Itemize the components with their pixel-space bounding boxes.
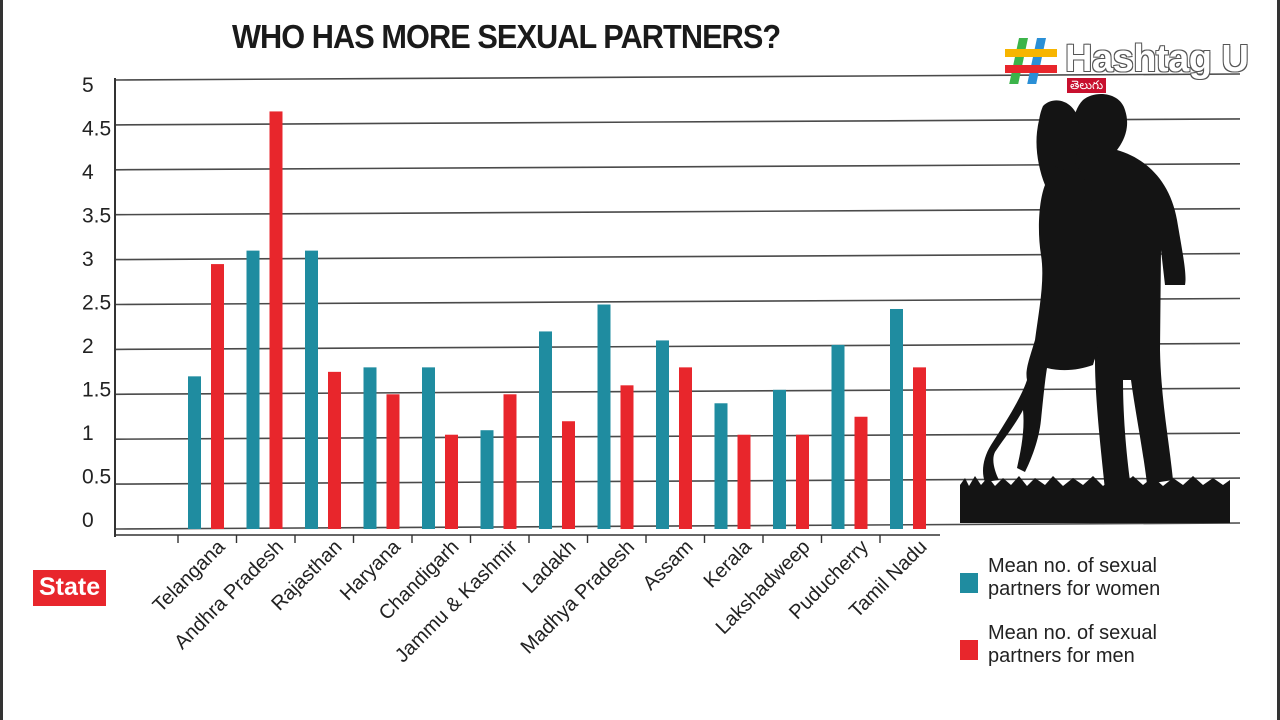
hashtag-icon: [1005, 38, 1057, 84]
x-axis-label-badge: State: [33, 570, 107, 606]
bar-women: [188, 376, 201, 529]
chart-title: WHO HAS MORE SEXUAL PARTNERS?: [232, 18, 781, 55]
brand-logo: Hashtag U తెలుగు: [1005, 38, 1265, 98]
gridline: [114, 73, 1241, 81]
bar-men: [679, 367, 692, 529]
y-tick-label: 3: [82, 248, 94, 271]
y-tick-label: 2.5: [82, 292, 111, 315]
bar-men: [269, 111, 283, 530]
bar-women: [480, 430, 494, 529]
y-tick-label: 3.5: [82, 205, 111, 228]
bar-men: [386, 394, 400, 529]
x-tick-label: Andhra Pradesh: [170, 536, 288, 654]
bar-men: [445, 434, 458, 529]
frame-border-left: [0, 0, 3, 720]
bar-women: [539, 331, 552, 529]
chart-legend: Mean no. of sexual partners for women Me…: [960, 555, 1260, 689]
bar-men: [328, 371, 341, 529]
bar-women: [597, 304, 611, 529]
gridline: [114, 432, 1241, 441]
bar-women: [890, 308, 903, 529]
bar-men: [737, 434, 751, 529]
bar-women: [422, 367, 435, 529]
legend-swatch-women: [960, 573, 978, 593]
bar-women: [656, 340, 669, 529]
y-tick-label: 2: [82, 335, 94, 358]
bar-men: [562, 421, 575, 529]
bar-women: [773, 389, 786, 529]
legend-swatch-men: [960, 640, 978, 660]
x-tick-label: Assam: [639, 536, 698, 595]
bar-men: [211, 264, 224, 529]
couple-silhouette-image: [960, 94, 1230, 523]
y-tick-label: 4: [82, 161, 94, 184]
bar-women: [246, 250, 260, 529]
legend-item-women: Mean no. of sexual partners for women: [960, 555, 1260, 610]
legend-item-men: Mean no. of sexual partners for men: [960, 622, 1260, 677]
bar-women: [305, 250, 318, 529]
bar-men: [854, 416, 868, 529]
x-tick-label: Kerala: [700, 535, 757, 592]
bar-men: [620, 385, 634, 529]
y-tick-label: 5: [82, 74, 94, 97]
y-tick-label: 4.5: [82, 118, 111, 141]
legend-label-women: Mean no. of sexual partners for women: [988, 555, 1161, 600]
brand-name: Hashtag U: [1065, 38, 1249, 80]
gridline: [114, 522, 1241, 530]
y-tick-label: 0.5: [82, 466, 111, 489]
y-tick-label: 1: [82, 422, 94, 445]
bar-women: [714, 403, 728, 529]
legend-label-men: Mean no. of sexual partners for men: [988, 622, 1157, 667]
y-tick-label: 1.5: [82, 379, 111, 402]
frame-border-right: [1277, 0, 1280, 720]
brand-subtitle: తెలుగు: [1067, 78, 1107, 93]
bar-men: [503, 394, 517, 529]
bar-men: [913, 367, 926, 529]
bar-women: [363, 367, 377, 529]
y-tick-label: 0: [82, 509, 94, 532]
x-tick-label: Madhya Pradesh: [517, 536, 639, 658]
bar-men: [796, 434, 809, 529]
gridline: [114, 387, 1241, 396]
bar-women: [831, 344, 845, 529]
